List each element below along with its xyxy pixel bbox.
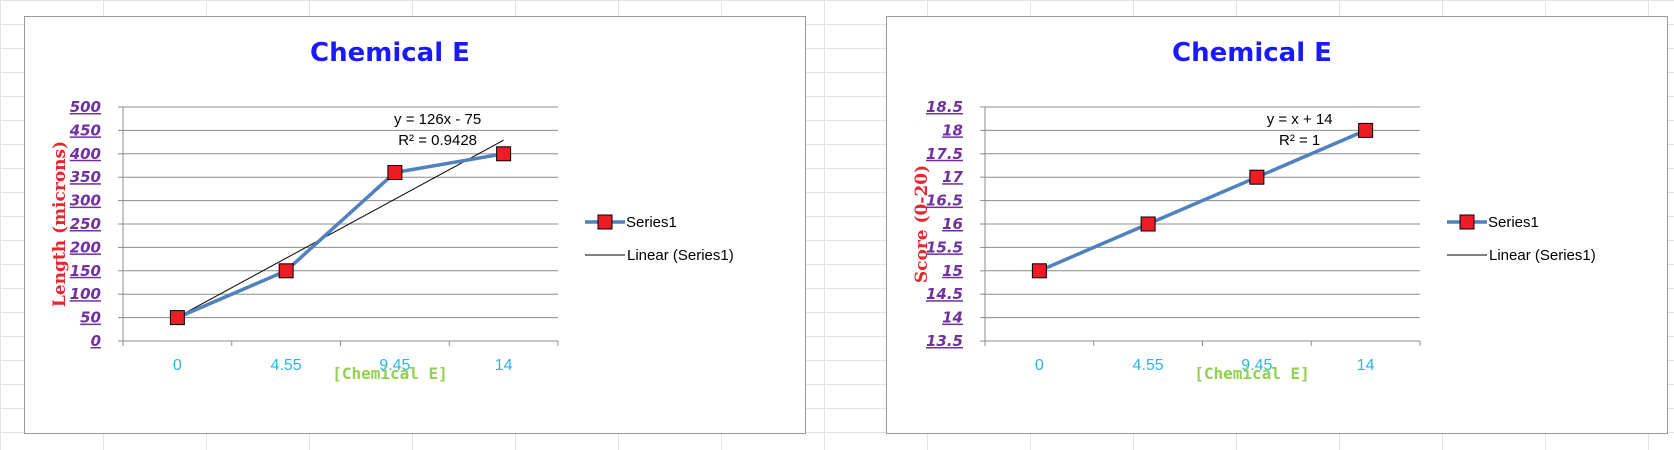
chart-2-legend-trend-label: Linear (Series1) [1489,247,1596,264]
chart-1-y-tick-label: 250 [70,215,101,233]
chart-2-x-tick-label: 0 [1035,357,1044,374]
chart-1-series-line [176,152,504,320]
chart-2-y-tick-label: 16 [942,215,963,233]
chart-2-series-line [1038,128,1367,273]
chart-2-y-tick-label: 15.5 [926,238,963,256]
chart-1-y-tick-label: 50 [80,309,101,327]
chart-2-y-tick-label: 14 [942,309,963,327]
chart-1-trendline [177,139,504,318]
chart-1-title: Chemical E [310,38,470,68]
chart-1-x-tick-label: 4.55 [271,357,302,374]
chart-1-y-tick-label: 400 [69,145,101,163]
chart-1-data-point-marker [169,310,185,326]
chart-2-y-axis-title: Score (0-20) [912,165,932,283]
chart-1-x-axis-title: [Chemical E] [332,364,448,383]
chart-2-y-tick-label: 16.5 [926,192,963,210]
chart-2-y-tick-label: 18.5 [926,98,963,116]
chart-1-y-tick-label: 0 [91,332,101,350]
chart-2-y-tick-label: 14.5 [926,285,963,303]
chart-2-trendline-equation: y = x + 14 [1267,111,1333,128]
chart-1-y-axis-title: Length (microns) [50,141,70,307]
chart-2-y-tick-label: 17 [942,168,963,186]
chart-right: Chemical E 13.5 14 14.5 15 15.5 16 16.5 17 17.5 18… [886,16,1668,434]
chart-1-legend-series-marker [597,214,613,230]
chart-1-y-tick-label: 500 [70,98,101,116]
chart-2-legend-series-marker [1459,214,1475,230]
chart-1-trendline-equation: y = 126x - 75 [394,111,481,128]
chart-1-legend-trend-label: Linear (Series1) [627,247,734,264]
chart-2-y-tick-label: 17.5 [926,145,963,163]
chart-2-data-point-marker [1140,216,1156,232]
chart-1-x-tick-label: 9.45 [379,357,410,374]
chart-2-trendline-r-squared: R² = 1 [1279,132,1320,149]
chart-1-y-tick-label: 450 [69,121,101,139]
chart-1-data-point-marker [496,146,512,162]
chart-2-x-tick-label: 14 [1357,357,1375,374]
chart-1-x-tick-label: 14 [495,357,513,374]
chart-2-data-point-marker [1249,169,1265,185]
chart-1-y-tick-label: 350 [70,168,101,186]
chart-1-y-tick-label: 300 [70,192,101,210]
chart-2-y-tick-label: 18 [942,121,963,139]
chart-2-data-point-marker [1358,122,1374,138]
chart-2-x-axis-title: [Chemical E] [1194,364,1310,383]
chart-1-legend-series-label: Series1 [626,214,677,231]
chart-1-y-tick-label: 100 [70,285,101,303]
chart-1-y-tick-label: 150 [70,262,101,280]
chart-2-y-tick-label: 13.5 [926,332,963,350]
chart-2-legend-series-label: Series1 [1488,214,1539,231]
chart-2-x-tick-label: 9.45 [1241,357,1272,374]
chart-1-y-tick-label: 200 [70,238,101,256]
chart-left: Chemical E 0 50 100 150 200 250 300 350 400 450 500… [24,16,806,434]
chart-left-svg: Chemical E 0 50 100 150 200 250 300 350 400 450 500… [50,38,734,383]
chart-1-data-point-marker [387,165,403,181]
chart-1-data-point-marker [278,263,294,279]
chart-2-data-point-marker [1031,263,1047,279]
chart-right-svg: Chemical E 13.5 14 14.5 15 15.5 16 16.5 17 17.5 18… [912,38,1596,383]
chart-1-x-tick-label: 0 [173,357,182,374]
chart-2-y-tick-label: 15 [942,262,963,280]
chart-2-title: Chemical E [1172,38,1332,68]
chart-1-trendline-r-squared: R² = 0.9428 [398,132,477,149]
chart-2-x-tick-label: 4.55 [1133,357,1164,374]
